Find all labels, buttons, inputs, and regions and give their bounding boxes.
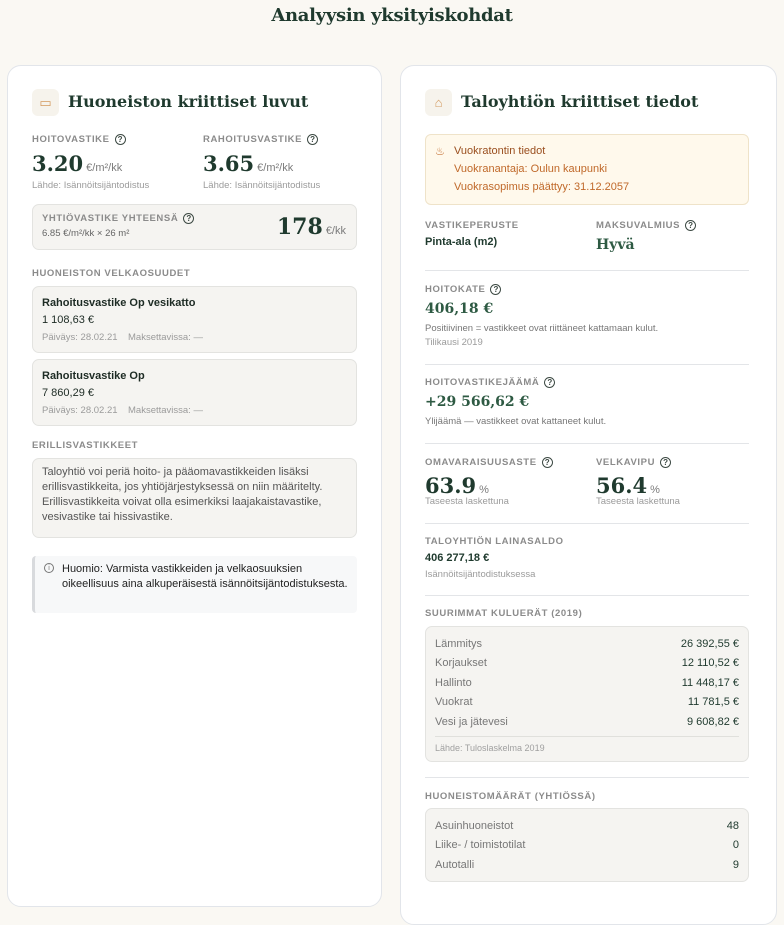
debt-payable: Maksettavissa: — xyxy=(128,405,203,416)
company-critical-card xyxy=(400,65,777,925)
maksuvalmius-value: Hyvä xyxy=(596,237,635,253)
hoitovastike-label: HOITOVASTIKE? xyxy=(32,134,126,145)
unit-row: Liike- / toimistotilat 0 xyxy=(435,839,739,852)
lainasaldo-label: TALOYHTIÖN LAINASALDO xyxy=(425,536,564,547)
rahoitusvastike-source: Lähde: Isännöitsijäntodistus xyxy=(203,180,321,191)
velkavipu-value: 56.4% xyxy=(596,473,660,498)
debt-name: Rahoitusvastike Op vesikatto xyxy=(42,297,196,309)
extra-text: Taloyhtiö voi periä hoito- ja pääomavast… xyxy=(32,458,357,538)
omavaraisuus-value: 63.9% xyxy=(425,473,489,498)
help-icon[interactable]: ? xyxy=(660,457,672,468)
debt-item: Rahoitusvastike Op 7 860,29 € Päiväys: 2… xyxy=(32,359,357,426)
debt-amount: 7 860,29 € xyxy=(42,387,94,399)
bank-icon: ⌂ xyxy=(425,89,452,116)
page-title: Analyysin yksityiskohdat xyxy=(271,5,513,26)
lease-ends: Vuokrasopimus päättyy: 31.12.2057 xyxy=(454,181,630,193)
extra-label: ERILLISVASTIKKEET xyxy=(32,440,139,451)
wallet-icon: ▭ xyxy=(32,89,59,116)
divider xyxy=(425,270,749,271)
hoitokate-value: 406,18 € xyxy=(425,301,494,317)
costs-box: Lämmitys 26 392,55 € Korjaukset 12 110,52 … xyxy=(425,626,749,762)
units-label: HUONEISTOMÄÄRÄT (YHTIÖSSÄ) xyxy=(425,791,596,802)
hoitokate-desc: Positiivinen = vastikkeet ovat riittänee… xyxy=(425,323,659,334)
unit-row: Asuinhuoneistot 48 xyxy=(435,819,739,832)
cost-row: Vuokrat 11 781,5 € xyxy=(435,696,739,709)
help-icon[interactable]: ? xyxy=(544,377,556,388)
rahoitusvastike-value: 3.65 €/m²/kk xyxy=(203,151,294,176)
lainasaldo-value: 406 277,18 € xyxy=(425,552,490,564)
card-title: Huoneiston kriittiset luvut xyxy=(68,92,309,111)
total-value: 178 €/kk xyxy=(276,214,346,240)
lease-title: Vuokratontin tiedot xyxy=(454,145,546,157)
help-icon[interactable]: ? xyxy=(541,457,553,468)
divider xyxy=(425,364,749,365)
hoitokate-period: Tilikausi 2019 xyxy=(425,337,483,348)
cost-row: Korjaukset 12 110,52 € xyxy=(435,657,739,670)
jaama-value: +29 566,62 € xyxy=(425,394,530,410)
help-icon[interactable]: ? xyxy=(114,134,126,145)
lease-icon: ♨ xyxy=(435,146,445,158)
hoitovastike-value: 3.20 €/m²/kk xyxy=(32,151,123,176)
debt-amount: 1 108,63 € xyxy=(42,314,94,326)
divider xyxy=(425,595,749,596)
total-formula: 6.85 €/m²/kk × 26 m² xyxy=(42,228,130,239)
card-title: Taloyhtiön kriittiset tiedot xyxy=(461,92,699,111)
lainasaldo-sub: Isännöitsijäntodistuksessa xyxy=(425,569,536,580)
cost-row: Vesi ja jätevesi 9 608,82 € xyxy=(435,715,739,728)
debt-payable: Maksettavissa: — xyxy=(128,332,203,343)
help-icon[interactable]: ? xyxy=(307,134,319,145)
omavaraisuus-sub: Taseesta laskettuna xyxy=(425,496,509,507)
debt-date: Päiväys: 28.02.21 xyxy=(42,405,118,416)
cost-row: Lämmitys 26 392,55 € xyxy=(435,637,739,650)
lease-lessor: Vuokranantaja: Oulun kaupunki xyxy=(454,163,608,175)
vastikeperuste-label: VASTIKEPERUSTE xyxy=(425,220,519,231)
total-box: YHTIÖVASTIKE YHTEENSÄ? 6.85 €/m²/kk × 26… xyxy=(32,204,357,250)
help-icon[interactable]: ? xyxy=(490,284,502,295)
vastikeperuste-value: Pinta-ala (m2) xyxy=(425,236,498,248)
units-box: Asuinhuoneistot 48 Liike- / toimistotilat… xyxy=(425,808,749,882)
lease-box: ♨ Vuokratontin tiedot Vuokranantaja: Oul… xyxy=(425,134,749,205)
note-text: Huomio: Varmista vastikkeiden ja velkaos… xyxy=(62,563,348,590)
note-box: i Huomio: Varmista vastikkeiden ja velka… xyxy=(32,556,357,613)
jaama-label: HOITOVASTIKEJÄÄMÄ? xyxy=(425,377,556,388)
total-label: YHTIÖVASTIKE YHTEENSÄ? xyxy=(42,213,195,224)
jaama-desc: Ylijäämä — vastikkeet ovat kattaneet kul… xyxy=(425,416,607,427)
debts-label: HUONEISTON VELKAOSUUDET xyxy=(32,268,191,279)
velkavipu-sub: Taseesta laskettuna xyxy=(596,496,680,507)
debt-name: Rahoitusvastike Op xyxy=(42,370,145,382)
maksuvalmius-label: MAKSUVALMIUS? xyxy=(596,220,697,231)
costs-label: SUURIMMAT KULUERÄT (2019) xyxy=(425,608,583,619)
divider xyxy=(425,777,749,778)
cost-row: Hallinto 11 448,17 € xyxy=(435,676,739,689)
hoitovastike-source: Lähde: Isännöitsijäntodistus xyxy=(32,180,150,191)
help-icon[interactable]: ? xyxy=(685,220,697,231)
unit-row: Autotalli 9 xyxy=(435,858,739,871)
rahoitusvastike-label: RAHOITUSVASTIKE? xyxy=(203,134,319,145)
help-icon[interactable]: ? xyxy=(183,213,195,224)
costs-source: Lähde: Tuloslaskelma 2019 xyxy=(435,735,739,753)
divider xyxy=(425,523,749,524)
debt-date: Päiväys: 28.02.21 xyxy=(42,332,118,343)
debt-item: Rahoitusvastike Op vesikatto 1 108,63 € … xyxy=(32,286,357,353)
omavaraisuus-label: OMAVARAISUUSASTE? xyxy=(425,457,553,468)
velkavipu-label: VELKAVIPU? xyxy=(596,457,672,468)
hoitokate-label: HOITOKATE? xyxy=(425,284,502,295)
divider xyxy=(425,443,749,444)
info-icon: i xyxy=(44,563,54,573)
